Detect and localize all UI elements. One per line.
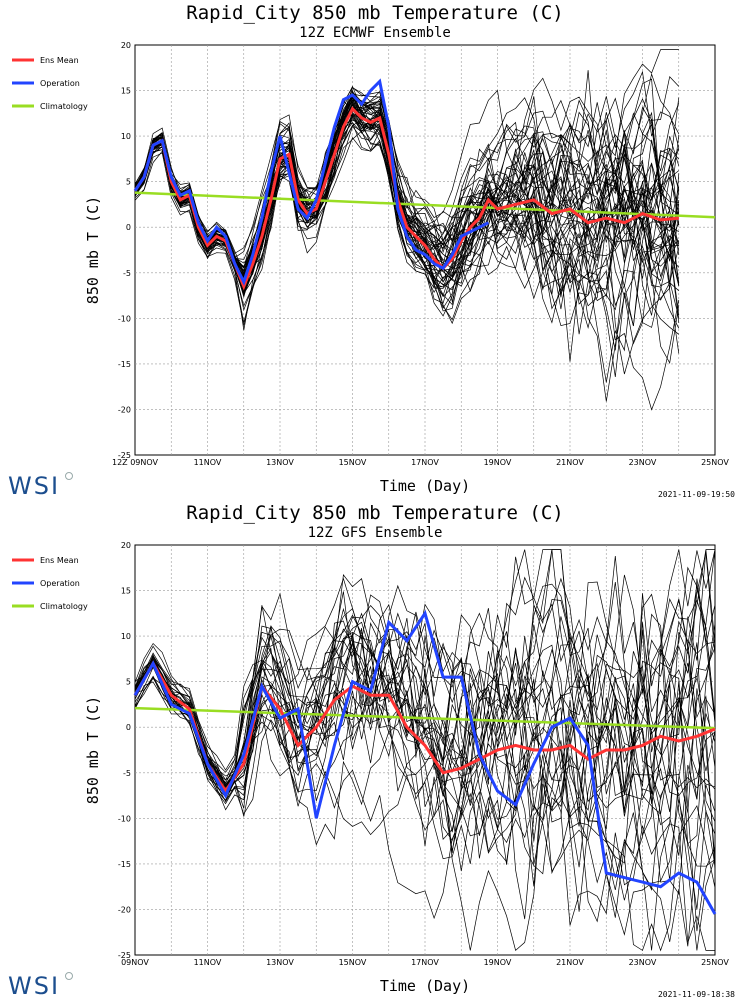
legend-label-operation: Operation xyxy=(40,79,80,88)
x-tick-labels: 12Z 09NOV 11NOV 13NOV 15NOV 17NOV 19NOV 21NOV 2… xyxy=(112,458,729,467)
y-tick-label: -20 xyxy=(118,405,131,414)
x-tick-label: 23NOV xyxy=(629,958,657,967)
ensemble-member-line xyxy=(134,574,716,771)
chart-title: Rapid_City 850 mb Temperature (C) xyxy=(186,502,564,524)
y-axis-label: 850 mb T (C) xyxy=(84,196,102,304)
chart-subtitle: 12Z ECMWF Ensemble xyxy=(299,25,451,41)
y-tick-label: 0 xyxy=(126,723,131,732)
x-tick-label: 17NOV xyxy=(411,958,439,967)
y-tick-label: 20 xyxy=(121,41,131,50)
logo-wsi: WSI xyxy=(8,472,60,500)
climatology-line xyxy=(134,706,716,730)
y-axis-label: 850 mb T (C) xyxy=(84,696,102,804)
x-tick-label: 21NOV xyxy=(556,458,584,467)
ensemble-member-line xyxy=(134,49,679,269)
legend: Ens Mean Operation Climatology xyxy=(12,556,88,611)
x-tick-label: 15NOV xyxy=(339,958,367,967)
operation-line xyxy=(133,78,490,286)
x-axis-label: Time (Day) xyxy=(380,477,470,495)
y-tick-label: 20 xyxy=(121,541,131,550)
y-tick-label: -5 xyxy=(123,769,131,778)
legend-label-climatology: Climatology xyxy=(40,102,88,111)
ensemble-member-line xyxy=(134,649,716,947)
y-tick-label: -10 xyxy=(118,314,131,323)
x-tick-label: 23NOV xyxy=(629,458,657,467)
ensemble-member-line xyxy=(134,91,680,289)
ens-mean-line xyxy=(133,106,679,291)
ensemble-member-line xyxy=(134,136,680,402)
ensemble-member-line xyxy=(134,628,716,932)
ensemble-member-line xyxy=(134,651,716,920)
chart-title: Rapid_City 850 mb Temperature (C) xyxy=(186,2,564,24)
y-tick-labels: 20 15 10 5 0 -5 -10 -15 -20 -25 xyxy=(118,41,131,460)
y-tick-label: -15 xyxy=(118,860,131,869)
legend-label-ens-mean: Ens Mean xyxy=(40,56,79,65)
x-axis-label: Time (Day) xyxy=(380,977,470,995)
x-tick-label: 13NOV xyxy=(266,458,294,467)
y-tick-label: 10 xyxy=(121,632,131,641)
y-tick-label: 5 xyxy=(126,678,131,687)
timestamp: 2021-11-09-19:50 xyxy=(658,490,735,499)
timestamp: 2021-11-09-18:38 xyxy=(658,990,735,999)
x-tick-label: 25NOV xyxy=(701,458,729,467)
x-tick-label: 21NOV xyxy=(556,958,584,967)
x-tick-label: 12Z 09NOV xyxy=(112,458,159,467)
chart-subtitle: 12Z GFS Ensemble xyxy=(308,525,443,541)
ensemble-member-line xyxy=(134,103,680,309)
x-tick-label: 09NOV xyxy=(121,958,149,967)
y-tick-label: -15 xyxy=(118,360,131,369)
x-tick-labels: 09NOV 11NOV 13NOV 15NOV 17NOV 19NOV 21NOV 23NOV… xyxy=(121,958,729,967)
x-tick-label: 25NOV xyxy=(701,958,729,967)
legend-label-ens-mean: Ens Mean xyxy=(40,556,79,565)
y-tick-label: -25 xyxy=(118,951,131,960)
x-tick-label: 11NOV xyxy=(194,958,222,967)
ecmwf-chart-panel: Rapid_City 850 mb Temperature (C) 12Z EC… xyxy=(8,2,735,500)
logo-registered-icon xyxy=(65,972,73,980)
y-tick-label: -5 xyxy=(123,269,131,278)
y-tick-label: 15 xyxy=(121,587,131,596)
gfs-chart-panel: Rapid_City 850 mb Temperature (C) 12Z GF… xyxy=(8,502,735,1000)
x-tick-label: 19NOV xyxy=(484,958,512,967)
x-tick-label: 11NOV xyxy=(194,458,222,467)
x-tick-label: 17NOV xyxy=(411,458,439,467)
y-tick-label: 5 xyxy=(126,178,131,187)
y-tick-label: -20 xyxy=(118,905,131,914)
legend: Ens Mean Operation Climatology xyxy=(12,56,88,111)
y-tick-labels: 20 15 10 5 0 -5 -10 -15 -20 -25 xyxy=(118,541,131,960)
y-tick-label: 0 xyxy=(126,223,131,232)
ensemble-member-line xyxy=(134,634,716,910)
ensemble-member-line xyxy=(134,552,716,815)
grid xyxy=(135,45,715,455)
ensemble-member-line xyxy=(134,598,716,864)
y-tick-label: -25 xyxy=(118,451,131,460)
y-tick-label: -10 xyxy=(118,814,131,823)
logo-wsi: WSI xyxy=(8,972,60,1000)
x-tick-label: 13NOV xyxy=(266,958,294,967)
y-tick-label: 10 xyxy=(121,132,131,141)
logo-registered-icon xyxy=(65,472,73,480)
legend-label-climatology: Climatology xyxy=(40,602,88,611)
x-tick-label: 15NOV xyxy=(339,458,367,467)
x-tick-label: 19NOV xyxy=(484,458,512,467)
ensemble-member-line xyxy=(134,622,715,952)
operation-line xyxy=(133,609,717,915)
climatology-line xyxy=(134,191,716,219)
legend-label-operation: Operation xyxy=(40,579,80,588)
y-tick-label: 15 xyxy=(121,87,131,96)
